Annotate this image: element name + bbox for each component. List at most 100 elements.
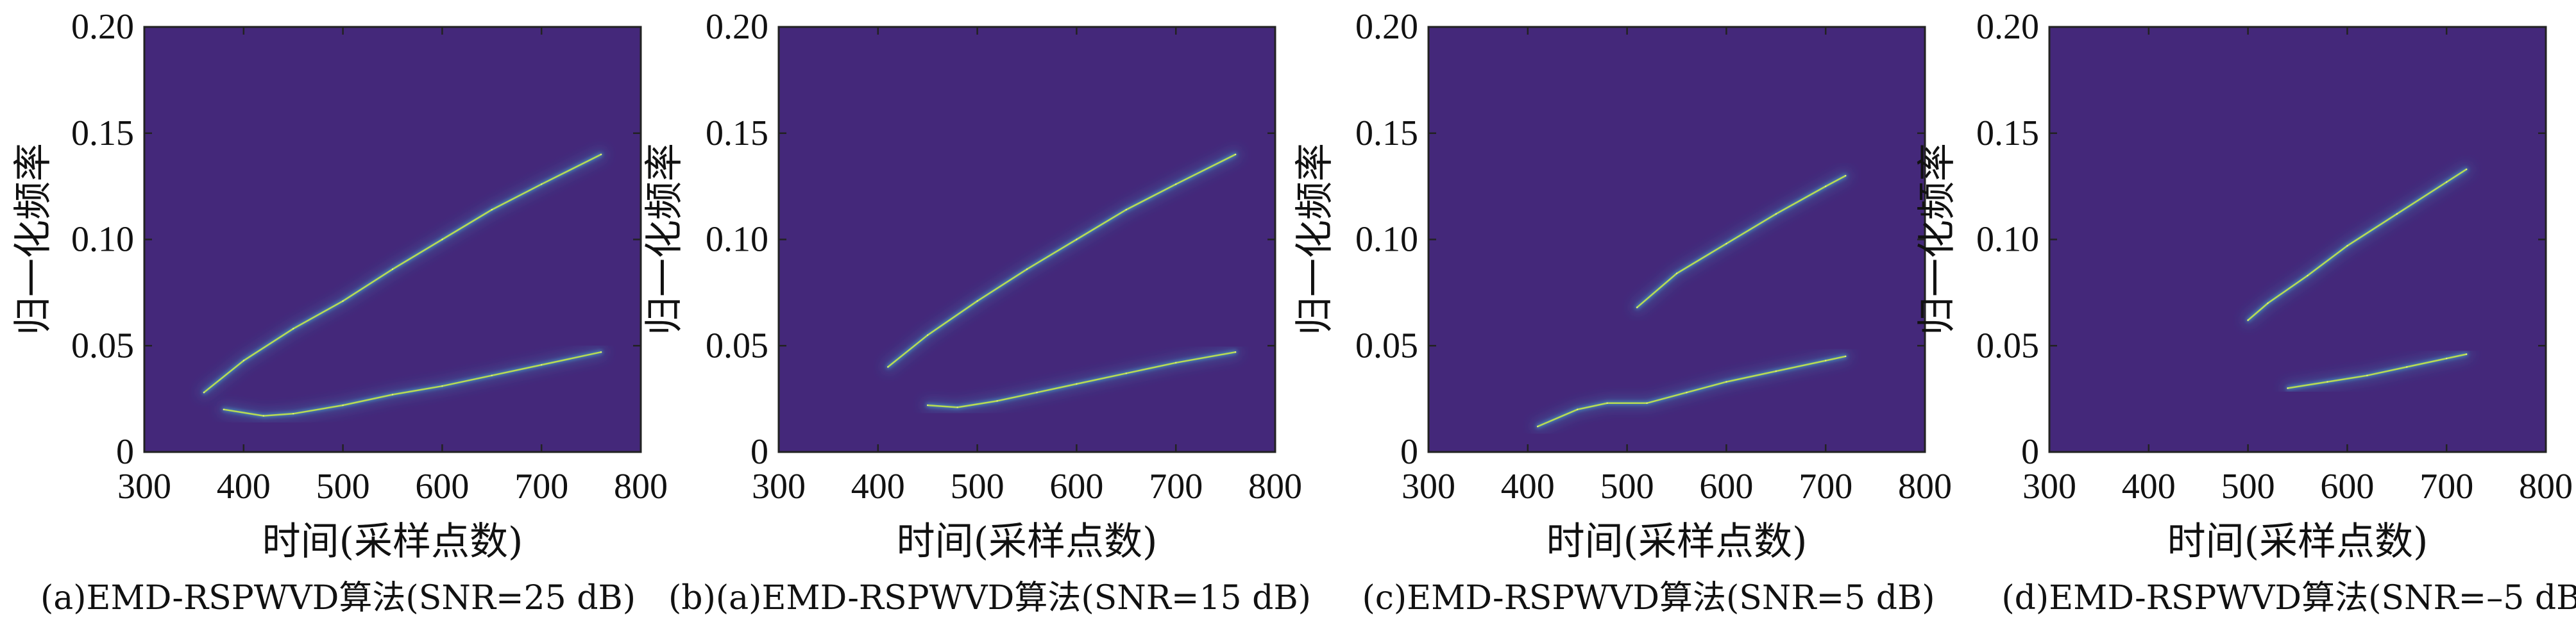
caption-3: (c)EMD-RSPWVD算法(SNR=5 dB) [1362,579,1935,617]
ridge-line-3-1 [1636,174,1847,308]
ridge-group-2 [883,149,1241,413]
ridge-point-1-2-5 [391,394,394,396]
plot-area-4 [2049,27,2546,452]
ridge-point-3-1-5 [1825,185,1827,187]
ridge-point-2-1-8 [1234,153,1237,156]
ridge-point-3-1-4 [1775,213,1777,215]
tick-group-3: 300 400 500 600 700 800 0 0.05 0.10 0.15 0.20 [1355,7,1952,506]
ridge-point-4-1-7 [2466,168,2468,171]
caption-4: (d)EMD-RSPWVD算法(SNR=–5 dB) [2001,579,2576,617]
x-tick-label: 800 [614,467,668,506]
ridge-point-3-1-2 [1675,272,1678,274]
ridge-point-1-2-1 [223,408,225,410]
ridge-point-3-2-4 [1646,402,1648,404]
ridge-point-2-2-4 [1036,392,1038,394]
x-tick-label: 500 [316,467,370,506]
ridge-point-2-2-6 [1125,372,1128,374]
ridge-point-2-1-3 [976,300,978,302]
y-axis-label-2: 归一化频率 [642,143,687,335]
x-tick-label: 300 [752,467,806,506]
ridge-point-1-2-7 [491,374,493,376]
tick-group-2: 300 400 500 600 700 800 0 0.05 0.10 0.15 0.20 [706,7,1302,506]
ridge-point-3-2-7 [1775,370,1777,372]
x-axis-label-1: 时间(采样点数) [262,519,523,564]
x-axis-label-3: 时间(采样点数) [1546,519,1808,564]
ridge-point-1-1-5 [391,268,394,271]
x-tick-label: 300 [1402,467,1455,506]
ridge-point-2-1-6 [1125,208,1128,211]
ridge-line-4-2 [2287,353,2468,389]
ridge-point-2-2-8 [1234,351,1237,353]
x-tick-label: 700 [1149,467,1203,506]
ridge-point-2-1-2 [927,334,929,336]
ridge-point-4-1-4 [2346,245,2348,247]
x-tick-label: 500 [2221,467,2275,506]
ridge-group-4 [2242,164,2472,394]
ridge-point-2-2-7 [1175,362,1177,364]
x-tick-label: 400 [217,467,271,506]
y-tick-label: 0 [750,432,768,472]
y-tick-label: 0.10 [706,220,768,260]
ridge-point-2-1-5 [1076,238,1078,240]
ridge-point-3-2-3 [1606,402,1608,404]
x-tick-label: 300 [117,467,171,506]
ridge-point-3-2-6 [1725,381,1727,383]
ridge-point-3-1-6 [1845,174,1847,177]
x-tick-label: 800 [2519,467,2573,506]
x-tick-label: 500 [1600,467,1654,506]
plot-area-1 [144,27,641,452]
x-tick-label: 600 [1049,467,1103,506]
x-axis-label-2: 时间(采样点数) [897,519,1158,564]
ridge-point-2-2-2 [956,406,958,408]
y-axis-label-4: 归一化频率 [1915,143,1960,335]
y-tick-label: 0.15 [706,113,768,153]
ridge-point-4-2-4 [2406,366,2408,368]
y-tick-label: 0.20 [1355,7,1418,47]
x-tick-label: 300 [2022,467,2076,506]
ridge-point-1-1-2 [242,360,244,362]
ridge-point-4-1-1 [2247,319,2249,321]
panel-4: 300 400 500 600 700 800 0 0.05 0.10 0.15 0.20 归一化频… [1915,7,2576,617]
y-tick-label: 0 [1400,432,1418,472]
y-tick-label: 0.05 [706,326,768,365]
ridge-group-1 [198,149,607,421]
y-tick-label: 0.15 [1355,113,1418,153]
ridge-point-2-2-3 [996,400,998,402]
ridge-point-4-2-1 [2287,387,2289,389]
ridge-point-3-1-3 [1725,242,1727,245]
y-tick-label: 0.10 [1355,220,1418,260]
y-tick-label: 0.05 [1976,326,2039,365]
caption-2: (b)(a)EMD-RSPWVD算法(SNR=15 dB) [668,579,1311,617]
ridge-group-3 [1532,171,1851,432]
ridge-point-4-1-6 [2446,181,2448,183]
x-tick-label: 700 [514,467,568,506]
tick-group-4: 300 400 500 600 700 800 0 0.05 0.10 0.15 0.20 [1976,7,2573,506]
x-tick-label: 500 [951,467,1004,506]
panel-2: 300 400 500 600 700 800 0 0.05 0.10 0.15 0.20 归一化频… [642,7,1311,617]
ridge-point-1-1-4 [342,300,344,302]
x-tick-label: 600 [2320,467,2374,506]
ridge-point-3-2-9 [1845,355,1847,357]
x-tick-label: 700 [2419,467,2473,506]
y-tick-label: 0.20 [1976,7,2039,47]
ridge-point-4-1-2 [2267,302,2269,305]
x-axis-label-4: 时间(采样点数) [2167,519,2428,564]
ridge-point-1-1-3 [292,328,294,330]
ridge-point-4-2-3 [2366,374,2368,376]
ridge-point-1-1-8 [541,183,543,185]
ridge-point-1-2-3 [292,413,294,415]
y-axis-label-3: 归一化频率 [1292,143,1337,335]
y-axis-label-1: 归一化频率 [11,143,56,335]
ridge-point-1-2-9 [600,351,602,353]
ridge-point-1-2-2 [262,415,264,417]
y-tick-label: 0.10 [1976,220,2039,260]
plot-area-2 [779,27,1275,452]
ridge-point-4-1-3 [2307,274,2309,277]
ridge-point-3-2-1 [1537,426,1539,428]
ridge-point-1-1-9 [600,153,602,156]
ridge-point-3-1-1 [1636,306,1638,308]
x-tick-label: 600 [1699,467,1753,506]
ridge-line-2-1 [887,153,1237,368]
caption-1: (a)EMD-RSPWVD算法(SNR=25 dB) [40,579,636,617]
